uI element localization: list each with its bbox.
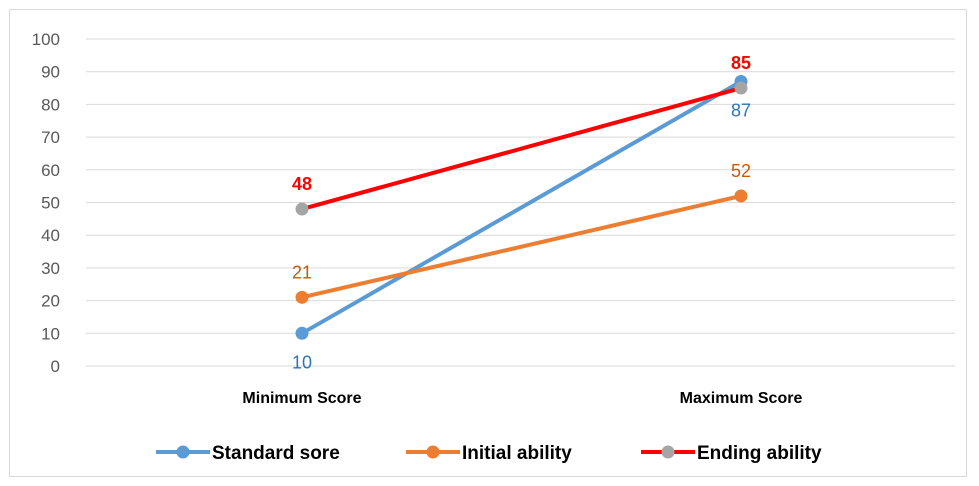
series-line-0: [300, 79, 743, 336]
legend-marker-0: [176, 445, 190, 459]
legend-label-0: Standard sore: [212, 443, 340, 464]
data-point-1-1: [734, 189, 748, 203]
data-label-0-0: 10: [292, 352, 312, 372]
legend-marker-2: [661, 445, 675, 459]
y-axis: 0 10 20 30 40 50 60 70 80 90 100: [32, 30, 60, 376]
data-label-1-0: 21: [292, 262, 312, 282]
y-tick-label-70: 70: [41, 128, 60, 147]
legend: Standard sore Initial ability Ending abili…: [156, 443, 822, 464]
y-tick-label-100: 100: [32, 30, 60, 49]
y-tick-label-10: 10: [41, 324, 60, 343]
x-category-label-0: Minimum Score: [242, 390, 361, 407]
series-markers: [295, 75, 748, 340]
y-tick-label-40: 40: [41, 226, 60, 245]
x-axis: Minimum Score Maximum Score: [242, 390, 802, 407]
y-tick-label-30: 30: [41, 259, 60, 278]
gridlines: [86, 38, 955, 367]
data-point-2-0: [295, 202, 309, 216]
y-tick-label-50: 50: [41, 194, 60, 213]
y-tick-label-90: 90: [41, 63, 60, 82]
x-category-label-1: Maximum Score: [680, 390, 803, 407]
series-line-2: [300, 86, 743, 212]
data-point-2-1: [734, 81, 748, 95]
legend-marker-1: [426, 445, 440, 459]
series-lines: [300, 79, 743, 336]
y-tick-label-60: 60: [41, 161, 60, 180]
data-point-0-0: [295, 326, 309, 340]
data-labels: 10 87 21 52 48 85: [292, 53, 751, 372]
data-label-0-1: 87: [731, 101, 751, 121]
data-label-2-1: 85: [731, 53, 751, 73]
y-tick-label-0: 0: [51, 357, 60, 376]
data-label-1-1: 52: [731, 161, 751, 181]
legend-label-2: Ending ability: [697, 443, 822, 464]
y-tick-label-80: 80: [41, 95, 60, 114]
chart-frame: [9, 9, 967, 477]
series-line-1: [300, 193, 743, 300]
legend-label-1: Initial ability: [462, 443, 572, 464]
data-point-1-0: [295, 290, 309, 304]
y-tick-label-20: 20: [41, 292, 60, 311]
data-label-2-0: 48: [292, 174, 312, 194]
